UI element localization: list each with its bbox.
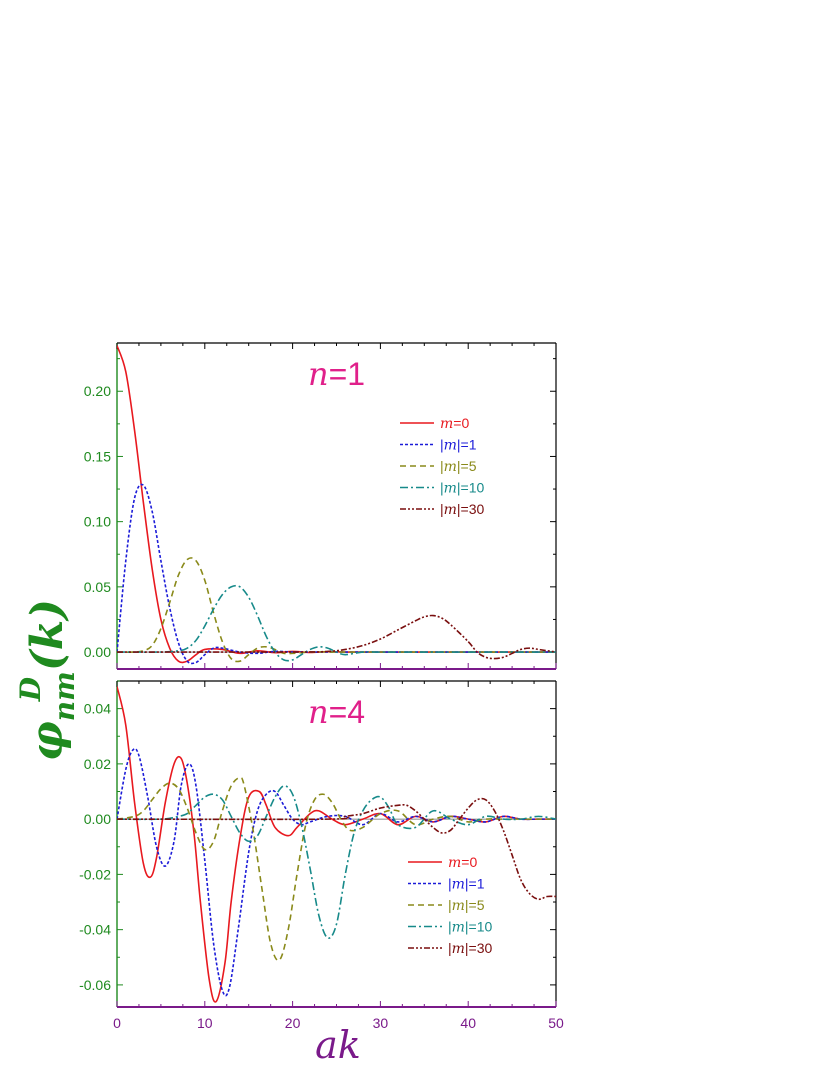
y-tick-label: 0.02 [84,756,111,772]
x-tick-label: 40 [460,1015,476,1031]
x-tick-label: 30 [373,1015,389,1031]
legend: m=0 |m|=1 |m|=5 |m|=10 |m|=30 [408,854,493,957]
legend-label: |m|=5 [448,897,485,914]
series-line-m30 [117,614,556,660]
series-line-m10 [117,785,556,939]
legend-label: |m|=10 [440,480,485,497]
panel-2: -0.06 -0.04 -0.02 0.00 0.02 0.04 0 10 20 30 40 50 n=… [79,680,564,1031]
series-line-m5 [117,776,556,962]
series-line-m1 [117,483,556,665]
legend-label: |m|=30 [448,940,493,957]
x-tick-label: 0 [113,1015,121,1031]
series-group [117,686,556,1003]
legend-label: m=0 [448,854,477,871]
svg-text:φnmD(k): φnmD (k) [14,599,81,761]
legend: m=0 |m|=1 |m|=5 |m|=10 |m|=30 [400,415,485,518]
panel-title-value: =4 [329,694,365,730]
panel-title: n=4 [308,693,365,731]
panel-title: n=1 [308,355,365,393]
y-tick-label: 0.20 [84,383,111,399]
y-tick-label: 0.00 [84,811,111,827]
y-tick-label: -0.04 [79,922,111,938]
y-axis-argument: (k) [22,599,73,671]
legend-label: |m|=10 [448,919,493,936]
x-tick-label: 20 [285,1015,301,1031]
y-tick-label: -0.06 [79,977,111,993]
x-tick-label: 50 [548,1015,564,1031]
series-line-m0 [117,345,556,664]
panel-1: 0.00 0.05 0.10 0.15 0.20 n=1 m=0 |m|=1 |m|=5 |m|=… [84,342,557,670]
y-tick-label: 0.10 [84,514,111,530]
legend-label: |m|=1 [448,876,485,893]
y-tick-label: 0.04 [84,701,111,717]
panel-title-variable: n [308,693,329,731]
y-tick-label: 0.15 [84,448,111,464]
legend-label: |m|=30 [440,501,485,518]
panel-title-variable: n [308,355,329,393]
y-axis-symbol: φ [22,721,73,761]
y-tick-label: 0.05 [84,579,111,595]
y-tick-label: -0.02 [79,866,111,882]
series-line-m5 [117,557,556,663]
y-axis-superscript: D [14,676,47,702]
legend-label: |m|=5 [440,458,477,475]
series-line-m0 [117,686,556,1003]
y-tick-label: 0.00 [84,644,111,660]
legend-label: |m|=1 [440,437,477,454]
legend-label: m=0 [440,415,469,432]
series-line-m10 [117,584,556,662]
x-tick-label: 10 [197,1015,213,1031]
x-axis-title: ak [315,1023,361,1067]
panel-title-value: =1 [329,356,365,392]
y-axis-title: φnmD (k) [14,599,81,761]
series-line-m30 [117,797,556,901]
series-group [117,345,556,665]
series-line-m1 [117,747,556,997]
y-axis-subscript: nm [48,671,81,721]
